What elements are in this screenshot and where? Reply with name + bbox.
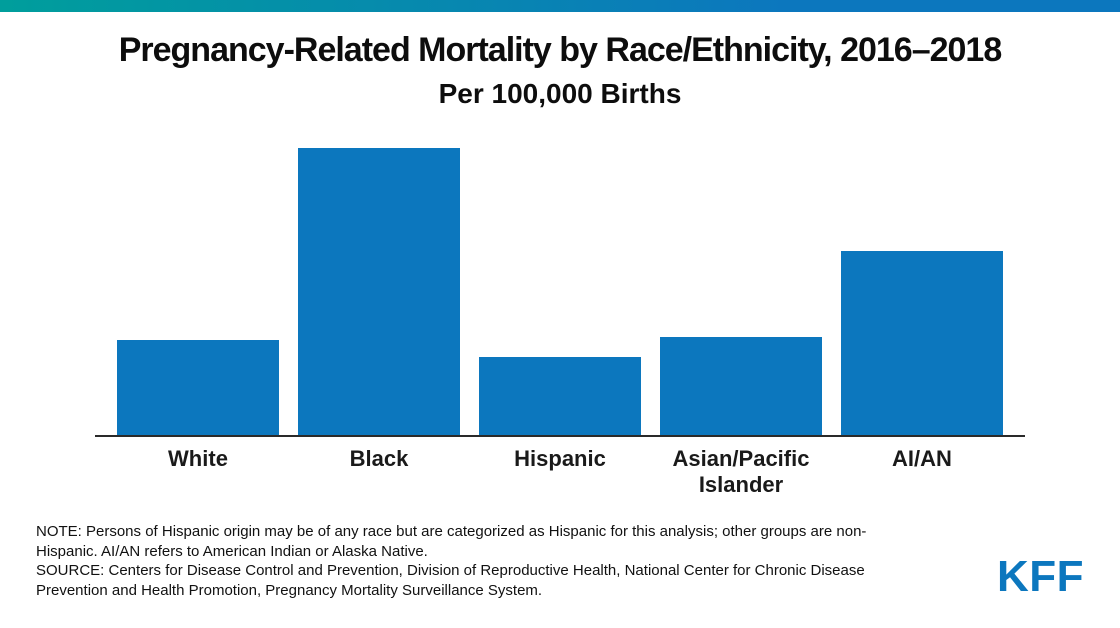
bar-asian-pacific-islander (660, 337, 822, 435)
category-label: Black (349, 446, 409, 471)
category-label: Hispanic (514, 446, 606, 471)
category-label: AI/AN (892, 446, 952, 471)
category-labels: White Black Hispanic Asian/Pacific Islander… (95, 446, 1025, 499)
category-label: Asian/Pacific Islander (672, 446, 810, 498)
bar-column (117, 144, 279, 435)
plot-area (95, 144, 1025, 437)
bar-ai-an (841, 251, 1003, 435)
chart-header: Pregnancy-Related Mortality by Race/Ethn… (0, 12, 1120, 112)
footer-notes: NOTE: Persons of Hispanic origin may be … (36, 522, 916, 600)
kff-logo: KFF (996, 552, 1084, 601)
bar-column (841, 144, 1003, 435)
bar-hispanic (479, 357, 641, 435)
note-text: NOTE: Persons of Hispanic origin may be … (36, 523, 867, 560)
bar-chart: White Black Hispanic Asian/Pacific Islander… (95, 144, 1025, 499)
top-accent-bar (0, 0, 1120, 12)
chart-title: Pregnancy-Related Mortality by Race/Ethn… (118, 31, 1003, 69)
bar-white (117, 340, 279, 435)
chart-subtitle: Per 100,000 Births (438, 78, 682, 109)
bar-black (298, 148, 460, 435)
source-text: SOURCE: Centers for Disease Control and … (36, 562, 865, 599)
category-label: White (168, 446, 228, 471)
bar-column (660, 144, 822, 435)
bar-column (298, 144, 460, 435)
bar-column (479, 144, 641, 435)
